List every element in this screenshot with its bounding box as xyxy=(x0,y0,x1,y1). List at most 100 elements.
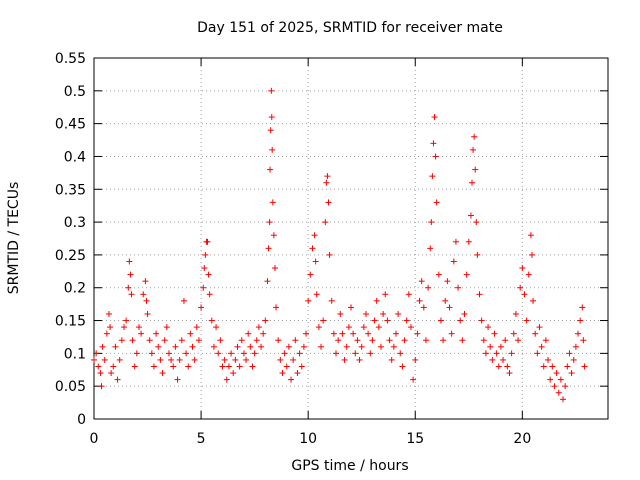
data-point xyxy=(131,363,138,370)
data-point xyxy=(432,153,439,160)
data-point xyxy=(205,271,212,278)
data-point xyxy=(135,324,142,331)
x-tick-label: 0 xyxy=(90,431,99,447)
data-point xyxy=(527,232,534,239)
data-point xyxy=(431,114,438,121)
data-point xyxy=(187,330,194,337)
data-point xyxy=(247,343,254,350)
data-point xyxy=(245,330,252,337)
data-point xyxy=(459,337,466,344)
data-point xyxy=(118,337,125,344)
y-tick-label: 0.35 xyxy=(55,182,86,198)
data-point xyxy=(577,317,584,324)
data-point xyxy=(318,343,325,350)
data-point xyxy=(267,127,274,134)
data-point xyxy=(465,238,472,245)
data-point xyxy=(392,330,399,337)
data-point xyxy=(470,146,477,153)
data-point xyxy=(354,337,361,344)
data-point xyxy=(412,356,419,363)
data-point xyxy=(240,350,247,357)
data-point xyxy=(420,304,427,311)
data-point xyxy=(471,133,478,140)
data-point xyxy=(290,356,297,363)
data-point xyxy=(512,310,519,317)
data-point xyxy=(437,317,444,324)
data-point xyxy=(555,389,562,396)
data-point xyxy=(384,317,391,324)
data-point xyxy=(493,350,500,357)
data-point xyxy=(532,330,539,337)
data-point xyxy=(382,291,389,298)
data-point xyxy=(473,219,480,226)
data-point xyxy=(305,297,312,304)
data-point xyxy=(442,297,449,304)
data-point xyxy=(360,324,367,331)
y-tick-label: 0 xyxy=(77,412,86,428)
data-point xyxy=(504,363,511,370)
data-point xyxy=(525,271,532,278)
x-tick-label: 10 xyxy=(299,431,317,447)
data-point xyxy=(120,324,127,331)
data-point xyxy=(570,356,577,363)
y-tick-label: 0.05 xyxy=(55,379,86,395)
data-point xyxy=(172,343,179,350)
data-point xyxy=(238,337,245,344)
data-point xyxy=(230,370,237,377)
data-point xyxy=(142,278,149,285)
data-point xyxy=(422,337,429,344)
data-point xyxy=(126,258,133,265)
data-point xyxy=(373,297,380,304)
data-point xyxy=(580,337,587,344)
data-point xyxy=(223,376,230,383)
data-point xyxy=(337,310,344,317)
data-point xyxy=(401,337,408,344)
data-point xyxy=(324,173,331,180)
data-point xyxy=(185,363,192,370)
data-point xyxy=(309,245,316,252)
data-point xyxy=(508,350,515,357)
data-point xyxy=(303,330,310,337)
data-point xyxy=(292,337,299,344)
data-point xyxy=(461,310,468,317)
data-point xyxy=(510,330,517,337)
data-point xyxy=(326,251,333,258)
x-axis-label: GPS time / hours xyxy=(291,458,408,474)
data-point xyxy=(176,356,183,363)
data-point xyxy=(500,356,507,363)
data-point xyxy=(557,376,564,383)
data-point xyxy=(322,219,329,226)
data-point xyxy=(163,324,170,331)
data-point xyxy=(320,317,327,324)
data-point xyxy=(560,396,567,403)
data-point xyxy=(339,330,346,337)
data-point xyxy=(568,370,575,377)
data-point xyxy=(206,291,213,298)
data-point xyxy=(521,291,528,298)
data-point xyxy=(489,356,496,363)
data-point xyxy=(157,356,164,363)
data-point xyxy=(128,291,135,298)
data-point xyxy=(114,376,121,383)
y-tick-label: 0.2 xyxy=(64,281,86,297)
data-point xyxy=(243,356,250,363)
data-point xyxy=(213,324,220,331)
data-point xyxy=(258,343,265,350)
data-point xyxy=(267,166,274,173)
data-point xyxy=(311,232,318,239)
x-tick-label: 15 xyxy=(406,431,424,447)
data-point xyxy=(103,330,110,337)
data-point xyxy=(333,350,340,357)
data-point xyxy=(153,330,160,337)
data-point xyxy=(168,356,175,363)
data-point xyxy=(446,304,453,311)
data-point xyxy=(271,265,278,272)
data-point xyxy=(221,356,228,363)
data-point xyxy=(540,363,547,370)
data-point xyxy=(279,370,286,377)
y-tick-label: 0.15 xyxy=(55,314,86,330)
data-point xyxy=(325,199,332,206)
data-point xyxy=(268,114,275,121)
data-point xyxy=(553,370,560,377)
